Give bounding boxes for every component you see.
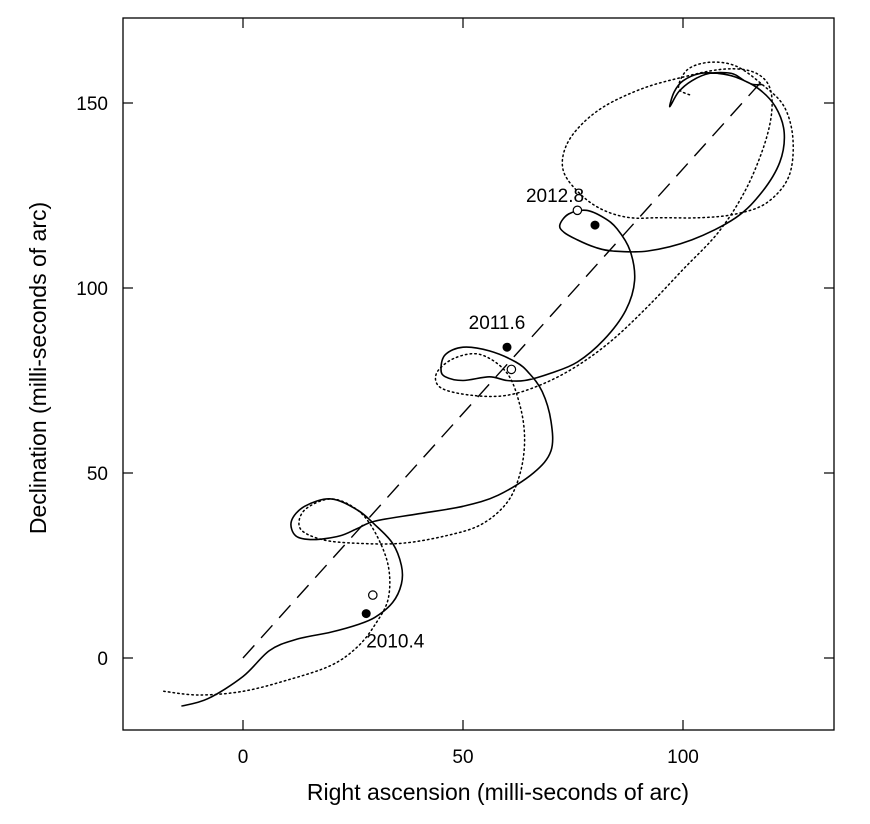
- epoch-marker-filled: [361, 609, 371, 619]
- epoch-marker-filled: [502, 342, 512, 352]
- mean-motion-line: [242, 80, 763, 659]
- y-tick-label: 0: [97, 649, 108, 670]
- epoch-marker-open: [367, 590, 378, 600]
- ticks: 0 50 100 0 50 100 150: [76, 18, 834, 768]
- y-axis-title: Declination (milli-seconds of arc): [25, 202, 51, 534]
- y-tick-label: 100: [76, 279, 108, 300]
- epoch-marker-open: [572, 205, 583, 216]
- epoch-annotations: 2010.4 2011.6 2012.8: [366, 186, 584, 652]
- x-axis-title: Right ascension (milli-seconds of arc): [307, 779, 689, 805]
- y-tick-label: 150: [76, 94, 108, 115]
- epoch-label: 2012.8: [526, 186, 584, 207]
- epoch-marker-filled: [590, 220, 600, 230]
- plot-frame: [122, 17, 835, 731]
- y-tick-label: 50: [87, 464, 108, 485]
- dotted-track-line: [163, 61, 794, 696]
- epoch-markers: [361, 205, 600, 619]
- solid-track-line: [181, 71, 786, 707]
- x-tick-label: 50: [452, 747, 473, 768]
- x-tick-label: 100: [667, 747, 699, 768]
- epoch-label: 2010.4: [366, 632, 425, 653]
- x-tick-label: 0: [238, 747, 249, 768]
- data-series: [163, 61, 794, 707]
- epoch-label: 2011.6: [469, 313, 526, 334]
- epoch-marker-open: [506, 364, 517, 375]
